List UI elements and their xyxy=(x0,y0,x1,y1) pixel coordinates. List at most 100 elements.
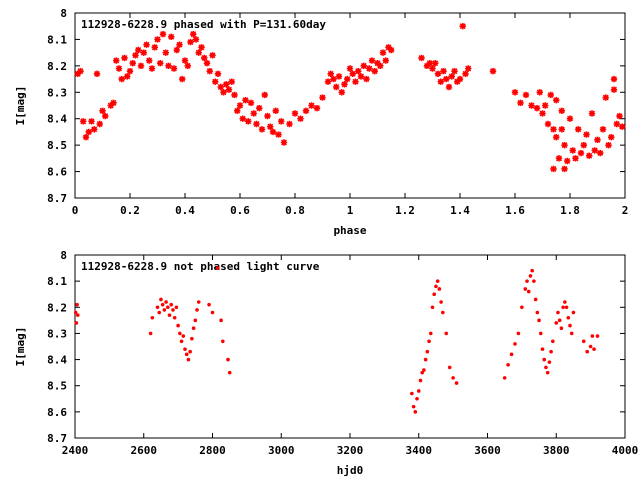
data-point xyxy=(162,308,167,312)
data-point-core xyxy=(427,61,432,66)
data-point-core xyxy=(554,135,559,140)
data-point-core xyxy=(92,127,97,132)
data-point-core xyxy=(78,69,83,74)
data-point xyxy=(533,297,538,302)
y-tick-label: 8.5 xyxy=(47,380,67,393)
data-point-core xyxy=(268,124,273,129)
data-point-core xyxy=(328,71,333,76)
data-point-core xyxy=(152,45,157,50)
data-point-core xyxy=(240,116,245,121)
y-tick-label: 8.3 xyxy=(47,86,67,99)
y-tick-label: 8.2 xyxy=(47,60,67,73)
data-point-core xyxy=(548,92,553,97)
data-point-core xyxy=(141,50,146,55)
data-point-core xyxy=(598,151,603,156)
data-point-core xyxy=(183,58,187,63)
data-point xyxy=(528,274,533,278)
data-point xyxy=(415,396,419,401)
data-points xyxy=(74,23,626,173)
data-point xyxy=(559,326,564,331)
data-point xyxy=(172,315,177,320)
data-point xyxy=(179,339,184,344)
y-tick-label: 8 xyxy=(60,249,67,262)
data-point-core xyxy=(287,122,292,126)
data-point-core xyxy=(196,50,201,55)
x-tick-label: 1.4 xyxy=(450,204,470,217)
data-point xyxy=(148,331,153,336)
data-point xyxy=(411,404,416,409)
data-point-core xyxy=(565,159,570,163)
data-point-core xyxy=(372,69,377,74)
data-point-core xyxy=(612,77,616,82)
data-point-core xyxy=(364,77,369,82)
data-point-core xyxy=(251,111,256,116)
y-tick-label: 8.1 xyxy=(47,275,67,288)
data-point-core xyxy=(177,42,182,47)
data-point-core xyxy=(463,71,468,76)
data-point xyxy=(428,331,433,336)
data-point-core xyxy=(282,140,286,145)
data-point-core xyxy=(361,63,366,68)
y-tick-label: 8.3 xyxy=(47,327,67,340)
data-point-core xyxy=(518,100,523,105)
chart-title: 112928-6228.9 not phased light curve xyxy=(81,260,320,273)
data-point-core xyxy=(581,143,586,148)
data-point xyxy=(564,305,569,310)
data-point-core xyxy=(161,32,165,37)
data-point-core xyxy=(568,116,572,121)
data-point-core xyxy=(103,114,108,119)
data-point-core xyxy=(562,143,567,148)
x-tick-label: 3600 xyxy=(474,444,501,457)
data-point-core xyxy=(304,108,308,113)
data-point-core xyxy=(612,87,616,92)
x-tick-label: 0 xyxy=(72,204,79,217)
chart-panel-2: 2400 2600 2800 3000 3200 3400 3600 3800 4000 8 8.1… xyxy=(14,249,638,477)
data-point-core xyxy=(320,95,325,100)
data-point xyxy=(432,292,437,297)
data-point-core xyxy=(194,37,198,42)
data-point xyxy=(215,266,220,270)
data-point-core xyxy=(89,119,94,124)
data-point-core xyxy=(529,103,534,108)
data-point xyxy=(73,310,78,315)
data-point-core xyxy=(119,77,124,82)
data-point-core xyxy=(601,127,605,132)
data-point-core xyxy=(617,114,622,119)
data-point-core xyxy=(381,50,385,55)
data-point-core xyxy=(254,122,259,126)
data-point xyxy=(447,365,452,370)
data-point xyxy=(544,365,548,370)
data-point-core xyxy=(122,55,127,60)
data-point-core xyxy=(276,132,281,137)
data-point xyxy=(410,391,414,396)
data-point xyxy=(561,305,565,310)
x-tick-label: 2 xyxy=(622,204,629,217)
data-point xyxy=(454,381,459,385)
x-tick-label: 3200 xyxy=(337,444,364,457)
data-point-core xyxy=(334,85,339,89)
data-point-core xyxy=(348,66,352,71)
data-point-core xyxy=(337,74,341,79)
data-point-core xyxy=(238,103,242,108)
data-point-core xyxy=(174,48,179,52)
data-point-core xyxy=(587,153,592,158)
data-point-core xyxy=(367,66,372,71)
data-point xyxy=(227,370,232,375)
data-point-core xyxy=(584,132,589,137)
data-point xyxy=(444,331,449,336)
data-point-core xyxy=(210,53,215,58)
data-point-core xyxy=(114,58,119,63)
data-point xyxy=(542,357,547,362)
data-point-core xyxy=(433,61,438,66)
data-point-core xyxy=(562,166,567,171)
data-point-core xyxy=(524,92,528,97)
data-point-core xyxy=(97,122,102,126)
data-point-core xyxy=(271,129,275,134)
y-tick-label: 8.5 xyxy=(47,139,67,152)
data-point-core xyxy=(345,77,350,82)
data-point-core xyxy=(559,127,564,132)
data-point-core xyxy=(370,58,374,63)
data-point xyxy=(556,310,560,315)
data-point xyxy=(526,289,531,294)
data-point-core xyxy=(309,103,314,108)
